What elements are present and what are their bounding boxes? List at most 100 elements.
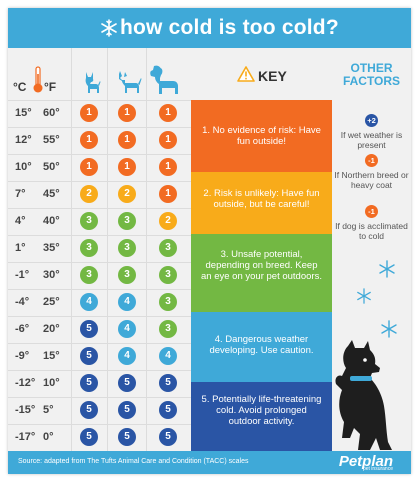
celsius-value: -15° bbox=[15, 404, 36, 416]
key-level-2: 2. Risk is unlikely: Have fun outside, b… bbox=[191, 172, 332, 234]
risk-level-small-dog: 5 bbox=[80, 428, 98, 446]
row-divider bbox=[8, 127, 191, 128]
risk-level-medium-dog: 3 bbox=[118, 212, 136, 230]
fahrenheit-value: 25° bbox=[43, 296, 60, 308]
fahrenheit-value: 35° bbox=[43, 242, 60, 254]
risk-level-large-dog: 3 bbox=[159, 239, 177, 257]
risk-level-large-dog: 4 bbox=[159, 347, 177, 365]
fahrenheit-value: 40° bbox=[43, 215, 60, 227]
fahrenheit-value: 15° bbox=[43, 350, 60, 362]
table-row: -9° 15° 5 4 4 bbox=[8, 343, 191, 371]
risk-level-large-dog: 1 bbox=[159, 158, 177, 176]
key-level-text: 1. No evidence of risk: Have fun outside… bbox=[202, 125, 321, 147]
row-divider bbox=[8, 289, 191, 290]
column-divider bbox=[71, 48, 72, 451]
infographic: how cold is too cold? °C °F bbox=[8, 8, 411, 474]
header-bar: how cold is too cold? bbox=[8, 8, 411, 48]
footer-bar: Source: adapted from The Tufts Animal Ca… bbox=[8, 451, 411, 474]
risk-level-small-dog: 3 bbox=[80, 266, 98, 284]
celsius-value: 15° bbox=[15, 107, 32, 119]
risk-level-medium-dog: 3 bbox=[118, 266, 136, 284]
fahrenheit-value: 5° bbox=[43, 404, 54, 416]
factor-text: If dog is acclimated to cold bbox=[335, 221, 408, 241]
factor-badge: -1 bbox=[365, 154, 378, 167]
row-divider bbox=[8, 100, 191, 101]
thermometer-icon bbox=[32, 66, 44, 94]
factor-wet-weather: +2 If wet weather is present bbox=[332, 114, 411, 150]
risk-level-large-dog: 2 bbox=[159, 212, 177, 230]
factor-acclimated: -1 If dog is acclimated to cold bbox=[332, 205, 411, 241]
fahrenheit-value: 30° bbox=[43, 269, 60, 281]
row-divider bbox=[8, 370, 191, 371]
risk-level-small-dog: 3 bbox=[80, 239, 98, 257]
snowflake-icon bbox=[380, 320, 398, 338]
row-divider bbox=[8, 262, 191, 263]
row-divider bbox=[8, 235, 191, 236]
temperature-table: °C °F bbox=[8, 48, 191, 451]
table-row: -12° 10° 5 5 5 bbox=[8, 370, 191, 398]
snowflake-icon bbox=[100, 19, 118, 37]
column-divider bbox=[146, 48, 147, 451]
row-divider bbox=[8, 343, 191, 344]
celsius-header: °C bbox=[13, 80, 27, 94]
risk-level-medium-dog: 5 bbox=[118, 401, 136, 419]
risk-level-small-dog: 5 bbox=[80, 401, 98, 419]
other-factors-title-line2: FACTORS bbox=[342, 74, 401, 88]
fahrenheit-value: 0° bbox=[43, 431, 54, 443]
page-title: how cold is too cold? bbox=[120, 16, 339, 39]
key-header: KEY bbox=[191, 48, 332, 100]
risk-level-medium-dog: 3 bbox=[118, 239, 136, 257]
table-row: 12° 55° 1 1 1 bbox=[8, 127, 191, 155]
key-level-text: 5. Potentially life-threatening cold. Av… bbox=[201, 394, 322, 427]
table-row: 4° 40° 3 3 2 bbox=[8, 208, 191, 236]
fahrenheit-value: 20° bbox=[43, 323, 60, 335]
key-level-3: 3. Unsafe potential, depending on breed.… bbox=[191, 234, 332, 312]
table-row: 1° 35° 3 3 3 bbox=[8, 235, 191, 263]
celsius-value: 12° bbox=[15, 134, 32, 146]
risk-level-medium-dog: 1 bbox=[118, 104, 136, 122]
brand-tagline: pet insurance bbox=[362, 466, 393, 472]
table-row: -4° 25° 4 4 3 bbox=[8, 289, 191, 317]
risk-level-small-dog: 1 bbox=[80, 158, 98, 176]
row-divider bbox=[8, 208, 191, 209]
key-title: KEY bbox=[258, 68, 287, 84]
row-divider bbox=[8, 424, 191, 425]
row-divider bbox=[8, 397, 191, 398]
fahrenheit-header: °F bbox=[44, 80, 57, 94]
snowflake-icon bbox=[356, 288, 372, 304]
risk-level-large-dog: 1 bbox=[159, 131, 177, 149]
scottie-dog-icon bbox=[328, 338, 400, 451]
large-dog-icon bbox=[148, 64, 180, 95]
factor-badge: +2 bbox=[365, 114, 378, 127]
source-note: Source: adapted from The Tufts Animal Ca… bbox=[18, 458, 249, 465]
chart-grid: °C °F bbox=[8, 48, 411, 451]
celsius-value: -9° bbox=[15, 350, 30, 362]
factor-text: If wet weather is present bbox=[340, 130, 403, 150]
key-level-text: 2. Risk is unlikely: Have fun outside, b… bbox=[203, 188, 320, 210]
row-divider bbox=[8, 181, 191, 182]
celsius-value: 7° bbox=[15, 188, 26, 200]
fahrenheit-value: 50° bbox=[43, 161, 60, 173]
risk-level-medium-dog: 4 bbox=[118, 347, 136, 365]
key-level-1: 1. No evidence of risk: Have fun outside… bbox=[191, 100, 332, 172]
table-row: -15° 5° 5 5 5 bbox=[8, 397, 191, 425]
risk-level-small-dog: 1 bbox=[80, 131, 98, 149]
key-level-text: 4. Dangerous weather developing. Use cau… bbox=[209, 334, 314, 356]
risk-level-medium-dog: 5 bbox=[118, 374, 136, 392]
medium-dog-icon bbox=[116, 68, 142, 94]
risk-level-large-dog: 1 bbox=[159, 104, 177, 122]
warning-icon bbox=[237, 66, 255, 82]
brand-logo: Petplan bbox=[338, 453, 393, 470]
risk-level-large-dog: 5 bbox=[159, 401, 177, 419]
risk-level-small-dog: 5 bbox=[80, 347, 98, 365]
other-factors-title-line1: OTHER bbox=[350, 61, 393, 75]
risk-level-medium-dog: 5 bbox=[118, 428, 136, 446]
risk-level-small-dog: 3 bbox=[80, 212, 98, 230]
risk-level-medium-dog: 1 bbox=[118, 131, 136, 149]
table-row: 10° 50° 1 1 1 bbox=[8, 154, 191, 182]
risk-level-small-dog: 2 bbox=[80, 185, 98, 203]
fahrenheit-value: 55° bbox=[43, 134, 60, 146]
risk-level-small-dog: 4 bbox=[80, 293, 98, 311]
celsius-value: -12° bbox=[15, 377, 36, 389]
celsius-value: -1° bbox=[15, 269, 30, 281]
